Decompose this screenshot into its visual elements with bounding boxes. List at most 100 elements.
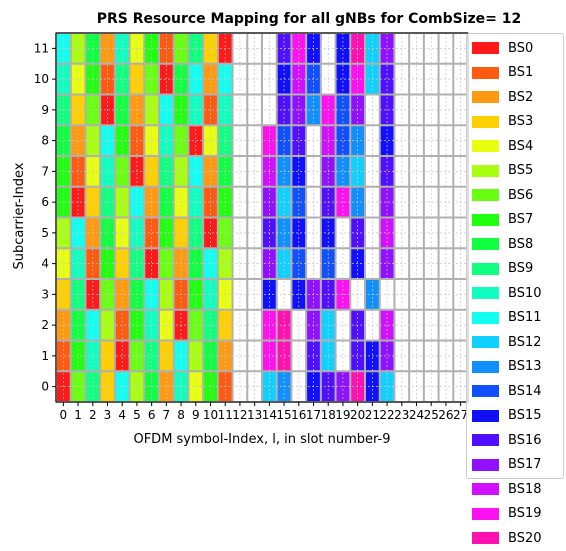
resource-cell [144,248,159,279]
y-tick-label: 5 [41,226,49,240]
resource-cell [291,156,307,187]
legend-item: BS20 [472,526,563,551]
legend-label: BS1 [508,65,534,81]
legend-label: BS15 [508,408,542,424]
resource-cell [188,33,204,64]
x-tick-label: 15 [276,408,291,422]
x-tick-label: 16 [291,408,306,422]
legend-swatch [472,336,499,349]
resource-cell [70,340,86,372]
resource-cell [291,33,307,64]
legend-label: BS8 [508,236,534,252]
x-tick-label: 7 [163,408,171,422]
resource-cell [203,248,218,279]
legend-label: BS7 [508,212,534,228]
y-tick-label: 3 [41,287,49,301]
x-tick-label: 4 [118,408,126,422]
legend-label: BS0 [508,40,534,56]
resource-cell [114,33,130,64]
legend-swatch [472,213,499,226]
legend: BS0 BS1 BS2 BS3 BS4 BS5 BS6 BS7 BS8 BS9 BS10 BS11 BS… [466,33,564,546]
y-tick-label: 7 [41,164,49,178]
y-axis-label: Subcarrier-Index [12,162,27,269]
legend-item: BS8 [472,232,563,257]
legend-swatch [472,385,499,398]
legend-label: BS5 [508,163,534,179]
resource-cell [379,63,395,95]
resource-cell [379,156,395,187]
resource-cell [335,156,351,187]
legend-label: BS10 [508,285,542,301]
resource-cell [56,340,71,372]
y-tick-label: 10 [34,72,49,86]
resource-cell [335,125,351,156]
y-axis-ticks: 0 1 2 3 4 5 6 7 8 9 10 11 [34,41,56,394]
resource-cell [203,125,218,156]
legend-label: BS20 [508,530,542,546]
resource-cell [291,125,307,156]
resource-cell [379,248,395,279]
resource-cell [56,63,71,95]
chart-title: PRS Resource Mapping for all gNBs for Co… [97,11,521,27]
resource-cell [114,63,130,95]
x-axis-label: OFDM symbol-Index, l, in slot number-9 [133,432,390,447]
legend-label: BS14 [508,383,542,399]
x-tick-label: 13 [247,408,262,422]
legend-label: BS11 [508,310,542,326]
resource-cell [70,33,86,64]
y-tick-label: 9 [41,103,49,117]
legend-swatch [472,238,499,251]
legend-swatch [472,434,499,447]
resource-cell [56,33,71,64]
resource-cell [144,340,159,372]
legend-item: BS3 [472,110,563,135]
legend-item: BS16 [472,428,563,453]
y-tick-label: 8 [41,134,49,148]
x-tick-label: 3 [104,408,112,422]
x-tick-label: 20 [350,408,365,422]
x-tick-label: 26 [438,408,453,422]
x-tick-label: 23 [394,408,409,422]
legend-swatch [472,42,499,55]
resource-cell [159,63,174,95]
x-tick-label: 12 [232,408,247,422]
x-tick-label: 22 [379,408,394,422]
resource-cell [291,63,307,95]
x-tick-label: 9 [192,408,200,422]
resource-cell [70,125,86,156]
resource-cell [144,33,159,64]
resource-cell [291,217,307,249]
resource-cell [70,248,86,279]
x-tick-label: 21 [365,408,380,422]
legend-swatch [472,483,499,496]
resource-cell [159,248,174,279]
resource-cell [335,33,351,64]
x-tick-label: 0 [60,408,68,422]
x-tick-label: 2 [89,408,97,422]
legend-item: BS9 [472,257,563,282]
legend-swatch [472,66,499,79]
resource-cell [188,248,204,279]
legend-label: BS19 [508,506,542,522]
resource-cell [188,340,204,372]
x-tick-label: 10 [203,408,218,422]
resource-cell [203,63,218,95]
resource-cell [291,248,307,279]
legend-swatch [472,458,499,471]
legend-label: BS9 [508,261,534,277]
legend-swatch [472,360,499,373]
x-tick-label: 19 [335,408,350,422]
legend-swatch [472,262,499,275]
resource-cell [144,156,159,187]
legend-label: BS3 [508,114,534,130]
resource-cell [159,340,174,372]
legend-swatch [472,115,499,128]
y-tick-label: 1 [41,349,49,363]
y-tick-label: 6 [41,195,49,209]
resource-cell [114,156,130,187]
x-tick-label: 17 [306,408,321,422]
resource-cell [70,156,86,187]
resource-cell [159,125,174,156]
resource-cell [100,125,115,156]
legend-item: BS5 [472,159,563,184]
